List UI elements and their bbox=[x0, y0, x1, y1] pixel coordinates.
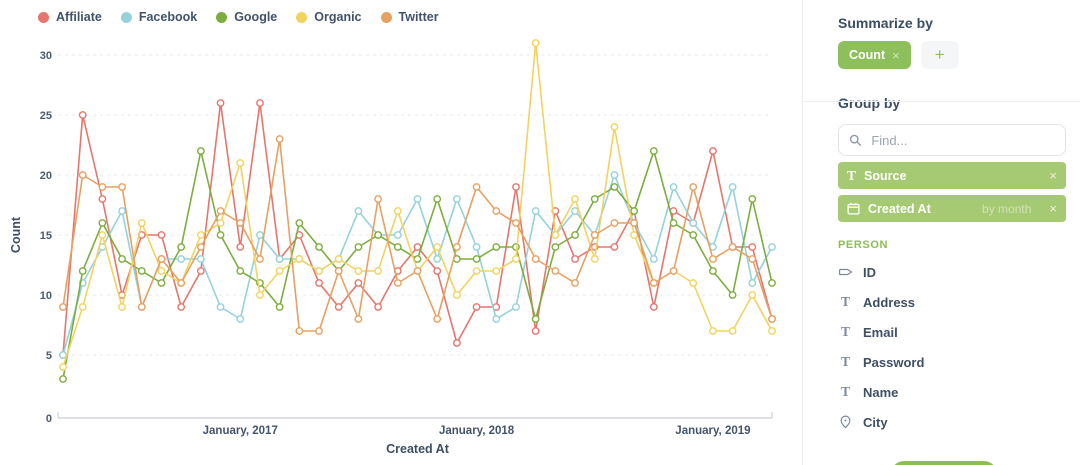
chart-legend: Affiliate Facebook Google Organic Twitte… bbox=[38, 10, 439, 24]
summarize-by-heading: Summarize by bbox=[838, 15, 933, 31]
text-icon: T bbox=[847, 167, 857, 183]
field-label: Name bbox=[863, 384, 899, 400]
legend-item-facebook[interactable]: Facebook bbox=[120, 10, 198, 24]
svg-text:5: 5 bbox=[46, 350, 52, 362]
table-section-label: PERSON bbox=[838, 239, 889, 251]
remove-icon[interactable]: × bbox=[892, 47, 900, 63]
groupby-tag-label: Source bbox=[864, 168, 907, 183]
legend-label: Google bbox=[234, 10, 278, 24]
search-icon bbox=[849, 134, 862, 146]
summarize-tags: Count × + bbox=[838, 41, 1066, 69]
field-label: Email bbox=[863, 324, 898, 340]
calendar-icon bbox=[847, 202, 860, 215]
legend-label: Twitter bbox=[398, 10, 439, 24]
field-label: Address bbox=[863, 294, 916, 310]
group-by-heading: Group by bbox=[838, 95, 901, 111]
svg-text:10: 10 bbox=[40, 290, 52, 302]
field-list: ID T Address T Email T Password T Name bbox=[838, 257, 1066, 437]
facebook-color-dot bbox=[120, 11, 132, 23]
affiliate-color-dot bbox=[38, 11, 49, 23]
groupby-tag-created-at[interactable]: Created At by month × bbox=[838, 195, 1066, 222]
svg-text:20: 20 bbox=[40, 170, 52, 182]
query-sidebar: Summarize by Count × + Group by T bbox=[802, 0, 1080, 465]
field-label: ID bbox=[863, 264, 876, 280]
svg-text:Count: Count bbox=[9, 216, 23, 253]
svg-text:0: 0 bbox=[46, 413, 52, 425]
text-icon: T bbox=[840, 324, 850, 339]
legend-item-affiliate[interactable]: Affiliate bbox=[38, 10, 102, 24]
google-color-dot bbox=[216, 11, 228, 23]
text-icon: T bbox=[840, 384, 850, 399]
search-input[interactable] bbox=[869, 131, 1055, 149]
chart-panel: Affiliate Facebook Google Organic Twitte… bbox=[9, 10, 776, 456]
svg-text:25: 25 bbox=[40, 110, 52, 122]
field-item-name[interactable]: T Name bbox=[838, 377, 1066, 407]
legend-label: Affiliate bbox=[56, 10, 102, 24]
groupby-tag-source[interactable]: T Source × bbox=[838, 162, 1066, 189]
field-label: City bbox=[863, 414, 888, 430]
svg-text:15: 15 bbox=[40, 230, 52, 242]
legend-label: Facebook bbox=[138, 10, 198, 24]
field-item-password[interactable]: T Password bbox=[838, 347, 1066, 377]
summarize-tag-label: Count bbox=[849, 48, 886, 62]
line-chart: 0 5 10 15 20 25 30 January, 2017 January, 2018 Ja… bbox=[9, 39, 776, 456]
legend-item-organic[interactable]: Organic bbox=[296, 10, 362, 24]
svg-text:Created At: Created At bbox=[386, 442, 450, 456]
svg-text:January, 2017: January, 2017 bbox=[203, 425, 278, 437]
twitter-color-dot bbox=[380, 11, 392, 23]
field-item-city[interactable]: City bbox=[838, 407, 1066, 437]
remove-icon[interactable]: × bbox=[1049, 201, 1057, 216]
field-item-id[interactable]: ID bbox=[838, 257, 1066, 287]
organic-color-dot bbox=[296, 11, 308, 23]
legend-label: Organic bbox=[314, 10, 362, 24]
field-item-email[interactable]: T Email bbox=[838, 317, 1066, 347]
svg-text:30: 30 bbox=[40, 50, 52, 62]
field-search[interactable] bbox=[838, 124, 1066, 156]
tag-icon bbox=[838, 265, 853, 279]
add-measure-button[interactable]: + bbox=[920, 41, 959, 69]
sidebar-divider bbox=[803, 101, 1080, 102]
run-query-button[interactable] bbox=[891, 461, 997, 465]
date-bucket-label[interactable]: by month bbox=[982, 201, 1032, 216]
legend-item-twitter[interactable]: Twitter bbox=[380, 10, 439, 24]
svg-text:January, 2018: January, 2018 bbox=[439, 425, 515, 437]
remove-icon[interactable]: × bbox=[1049, 168, 1057, 183]
summarize-tag-count[interactable]: Count × bbox=[838, 41, 911, 69]
field-item-address[interactable]: T Address bbox=[838, 287, 1066, 317]
legend-item-google[interactable]: Google bbox=[216, 10, 277, 24]
text-icon: T bbox=[840, 294, 850, 309]
groupby-tag-label: Created At bbox=[868, 201, 931, 216]
pin-icon bbox=[838, 415, 853, 429]
text-icon: T bbox=[840, 354, 850, 369]
svg-text:January, 2019: January, 2019 bbox=[675, 425, 750, 437]
field-label: Password bbox=[863, 354, 925, 370]
